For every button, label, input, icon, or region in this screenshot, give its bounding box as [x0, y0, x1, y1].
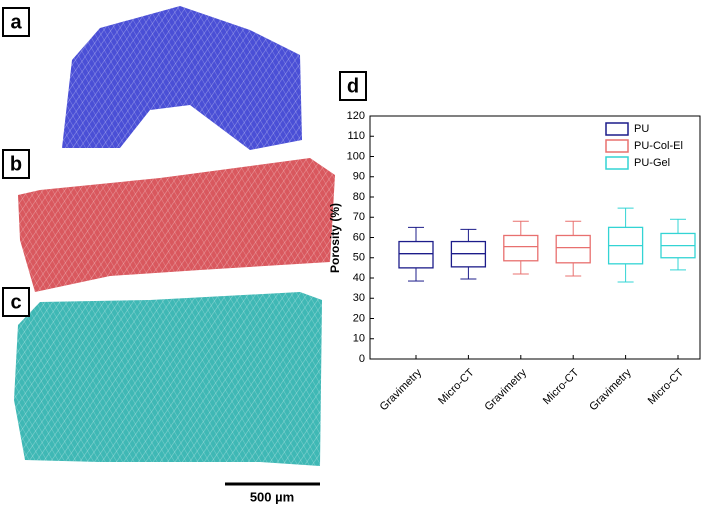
- panel-label: b: [10, 153, 22, 175]
- legend-swatch: [605, 122, 629, 136]
- x-tick-label: Micro-CT: [646, 366, 687, 407]
- panel-box: [2, 7, 30, 37]
- hatch: [62, 6, 302, 150]
- legend-label: PU-Gel: [634, 157, 670, 169]
- y-tick-label: 100: [347, 150, 365, 162]
- x-tick-label: Gravimetry: [482, 366, 529, 413]
- panel-label: d: [347, 75, 359, 97]
- legend-label: PU: [634, 123, 649, 135]
- scale-bar-label: 500 µm: [250, 489, 294, 504]
- hatch: [18, 158, 335, 292]
- x-tick-label: Micro-CT: [436, 366, 477, 407]
- y-tick-label: 80: [353, 191, 365, 203]
- y-tick-label: 0: [359, 353, 365, 365]
- legend-swatch: [605, 156, 629, 170]
- scaffold-images: [14, 6, 335, 466]
- y-tick-label: 10: [353, 333, 365, 345]
- box: [503, 234, 539, 262]
- y-tick-label: 90: [353, 171, 365, 183]
- y-axis-label: Porosity (%): [328, 203, 342, 273]
- hatch: [14, 292, 322, 466]
- panel-box: [2, 287, 30, 317]
- y-tick-label: 60: [353, 231, 365, 243]
- panel-label: c: [10, 291, 21, 313]
- panel-box: [2, 149, 30, 179]
- legend-label: PU-Col-El: [634, 140, 683, 152]
- y-tick-label: 40: [353, 272, 365, 284]
- x-tick-label: Gravimetry: [587, 366, 634, 413]
- box: [398, 240, 434, 269]
- y-tick-label: 20: [353, 312, 365, 324]
- x-tick-label: Micro-CT: [541, 366, 582, 407]
- y-tick-label: 110: [347, 130, 365, 142]
- y-tick-label: 120: [347, 110, 365, 122]
- panel-box: [339, 71, 367, 101]
- y-tick-label: 50: [353, 252, 365, 264]
- y-tick-label: 70: [353, 211, 365, 223]
- box: [555, 234, 591, 264]
- x-tick-label: Gravimetry: [378, 366, 425, 413]
- panel-label: a: [10, 11, 22, 33]
- y-tick-label: 30: [353, 292, 365, 304]
- legend-swatch: [605, 139, 629, 153]
